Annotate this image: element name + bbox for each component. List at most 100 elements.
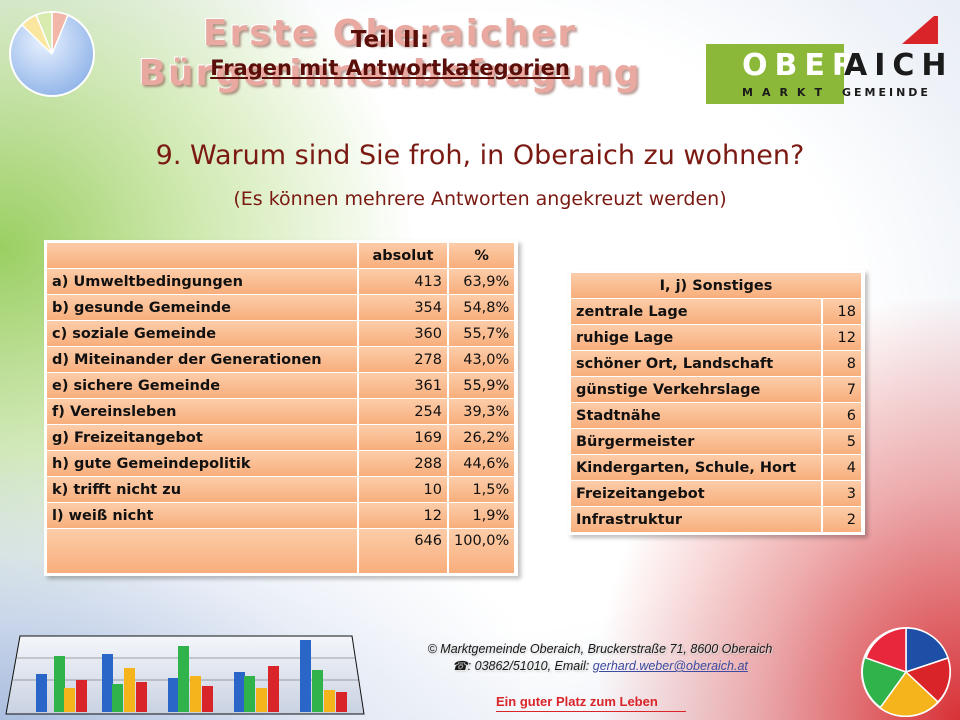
slide-title-background: Erste Oberaicher Bürgerinnenbefragung	[138, 13, 642, 94]
slogan-underline	[496, 711, 686, 712]
row-label: g) Freizeitangebot	[47, 425, 358, 450]
header-cell-percent: %	[449, 243, 516, 268]
table-total-row: 646 100,0%	[47, 529, 516, 573]
bar-chart-icon	[5, 635, 365, 715]
row-label: zentrale Lage	[571, 299, 822, 324]
slide-title: Teil II: Fragen mit Antwortkategorien	[140, 26, 640, 82]
table-row: Kindergarten, Schule, Hort 4	[571, 455, 862, 480]
table-row: c) soziale Gemeinde 360 55,7%	[47, 321, 516, 346]
table-row: günstige Verkehrslage 7	[571, 377, 862, 402]
row-percent: 44,6%	[449, 451, 516, 476]
row-absolut: 12	[359, 503, 448, 528]
row-percent: 39,3%	[449, 399, 516, 424]
table-row: zentrale Lage 18	[571, 299, 862, 324]
table-row: Bürgermeister 5	[571, 429, 862, 454]
table-row: schöner Ort, Landschaft 8	[571, 351, 862, 376]
row-label: k) trifft nicht zu	[47, 477, 358, 502]
row-percent: 54,8%	[449, 295, 516, 320]
footer-contact: © Marktgemeinde Oberaich, Bruckerstraße …	[300, 641, 900, 675]
phone-icon: ☎	[452, 659, 468, 673]
row-label: Infrastruktur	[571, 507, 822, 532]
slogan: Ein guter Platz zum Leben	[496, 694, 658, 709]
row-value: 3	[823, 481, 862, 506]
logo-word-right: AICH	[844, 48, 954, 83]
row-label: h) gute Gemeindepolitik	[47, 451, 358, 476]
table-row: a) Umweltbedingungen 413 63,9%	[47, 269, 516, 294]
row-percent: 55,9%	[449, 373, 516, 398]
row-absolut: 10	[359, 477, 448, 502]
row-percent: 1,5%	[449, 477, 516, 502]
row-absolut: 278	[359, 347, 448, 372]
table-row: d) Miteinander der Generationen 278 43,0%	[47, 347, 516, 372]
row-absolut: 361	[359, 373, 448, 398]
row-label: f) Vereinsleben	[47, 399, 358, 424]
row-label: günstige Verkehrslage	[571, 377, 822, 402]
table-row: Freizeitangebot 3	[571, 481, 862, 506]
table-header-row: I, j) Sonstiges	[571, 273, 862, 298]
logo-sub-right: GEMEINDE	[842, 86, 931, 99]
pie-chart-icon	[861, 627, 951, 717]
answers-table: absolut % a) Umweltbedingungen 413 63,9% b…	[44, 240, 519, 576]
row-label: l) weiß nicht	[47, 503, 358, 528]
row-value: 4	[823, 455, 862, 480]
email-link[interactable]: gerhard.weber@oberaich.at	[592, 659, 748, 673]
row-percent: 43,0%	[449, 347, 516, 372]
row-absolut: 288	[359, 451, 448, 476]
table-row: l) weiß nicht 12 1,9%	[47, 503, 516, 528]
row-label: ruhige Lage	[571, 325, 822, 350]
footer-address: © Marktgemeinde Oberaich, Bruckerstraße …	[427, 642, 773, 656]
row-absolut: 413	[359, 269, 448, 294]
row-label: d) Miteinander der Generationen	[47, 347, 358, 372]
logo-sub-left: MARKT	[742, 86, 831, 99]
table-row: ruhige Lage 12	[571, 325, 862, 350]
row-label: Stadtnähe	[571, 403, 822, 428]
table-row: Stadtnähe 6	[571, 403, 862, 428]
table-row: g) Freizeitangebot 169 26,2%	[47, 425, 516, 450]
table-row: k) trifft nicht zu 10 1,5%	[47, 477, 516, 502]
row-percent: 26,2%	[449, 425, 516, 450]
title-subtitle: Fragen mit Antwortkategorien	[210, 56, 570, 80]
total-label	[47, 529, 358, 573]
row-label: b) gesunde Gemeinde	[47, 295, 358, 320]
row-value: 7	[823, 377, 862, 402]
total-percent: 100,0%	[449, 529, 516, 573]
table-row: b) gesunde Gemeinde 354 54,8%	[47, 295, 516, 320]
footer-phone-line: ☎: 03862/51010, Email: gerhard.weber@obe…	[300, 658, 900, 675]
other-answers-table: I, j) Sonstiges zentrale Lage 18 ruhige L…	[568, 270, 865, 535]
row-percent: 55,7%	[449, 321, 516, 346]
question-heading: 9. Warum sind Sie froh, in Oberaich zu w…	[155, 140, 805, 171]
logo-roof-icon	[902, 16, 938, 44]
table-header-row: absolut %	[47, 243, 516, 268]
bar-group	[36, 640, 347, 712]
total-absolut: 646	[359, 529, 448, 573]
row-label: Bürgermeister	[571, 429, 822, 454]
row-absolut: 354	[359, 295, 448, 320]
header-cell-label	[47, 243, 358, 268]
footer-phone: : 03862/51010, Email:	[467, 659, 593, 673]
row-percent: 63,9%	[449, 269, 516, 294]
row-value: 12	[823, 325, 862, 350]
row-percent: 1,9%	[449, 503, 516, 528]
other-header: I, j) Sonstiges	[571, 273, 862, 298]
header-cell-absolut: absolut	[359, 243, 448, 268]
row-absolut: 169	[359, 425, 448, 450]
row-label: c) soziale Gemeinde	[47, 321, 358, 346]
row-label: e) sichere Gemeinde	[47, 373, 358, 398]
row-label: Kindergarten, Schule, Hort	[571, 455, 822, 480]
logo-green-block	[706, 44, 844, 104]
pie-chart-icon	[9, 11, 95, 97]
row-value: 6	[823, 403, 862, 428]
row-label: Freizeitangebot	[571, 481, 822, 506]
table-row: f) Vereinsleben 254 39,3%	[47, 399, 516, 424]
logo-word-left: OBER	[742, 48, 862, 83]
row-value: 18	[823, 299, 862, 324]
row-label: a) Umweltbedingungen	[47, 269, 358, 294]
row-absolut: 360	[359, 321, 448, 346]
question-hint: (Es können mehrere Antworten angekreuzt …	[233, 188, 727, 210]
row-value: 2	[823, 507, 862, 532]
row-value: 8	[823, 351, 862, 376]
table-row: Infrastruktur 2	[571, 507, 862, 532]
row-absolut: 254	[359, 399, 448, 424]
table-row: h) gute Gemeindepolitik 288 44,6%	[47, 451, 516, 476]
row-value: 5	[823, 429, 862, 454]
